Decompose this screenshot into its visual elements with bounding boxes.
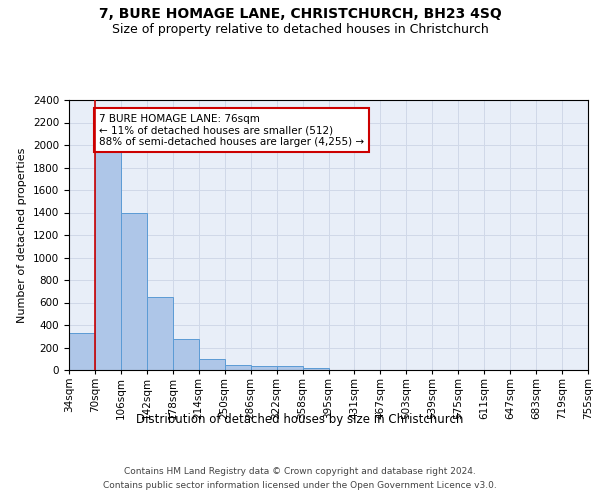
Bar	[277, 366, 302, 370]
Bar	[121, 212, 147, 370]
Text: Contains public sector information licensed under the Open Government Licence v3: Contains public sector information licen…	[103, 481, 497, 490]
Text: Distribution of detached houses by size in Christchurch: Distribution of detached houses by size …	[136, 412, 464, 426]
Bar	[95, 150, 121, 370]
Text: Size of property relative to detached houses in Christchurch: Size of property relative to detached ho…	[112, 22, 488, 36]
Bar	[225, 364, 251, 370]
Bar	[173, 339, 199, 370]
Bar	[69, 334, 95, 370]
Bar	[251, 366, 277, 370]
Text: Contains HM Land Registry data © Crown copyright and database right 2024.: Contains HM Land Registry data © Crown c…	[124, 468, 476, 476]
Text: 7, BURE HOMAGE LANE, CHRISTCHURCH, BH23 4SQ: 7, BURE HOMAGE LANE, CHRISTCHURCH, BH23 …	[98, 8, 502, 22]
Bar	[147, 297, 173, 370]
Y-axis label: Number of detached properties: Number of detached properties	[17, 148, 28, 322]
Bar	[302, 368, 329, 370]
Text: 7 BURE HOMAGE LANE: 76sqm
← 11% of detached houses are smaller (512)
88% of semi: 7 BURE HOMAGE LANE: 76sqm ← 11% of detac…	[99, 114, 364, 146]
Bar	[199, 359, 224, 370]
